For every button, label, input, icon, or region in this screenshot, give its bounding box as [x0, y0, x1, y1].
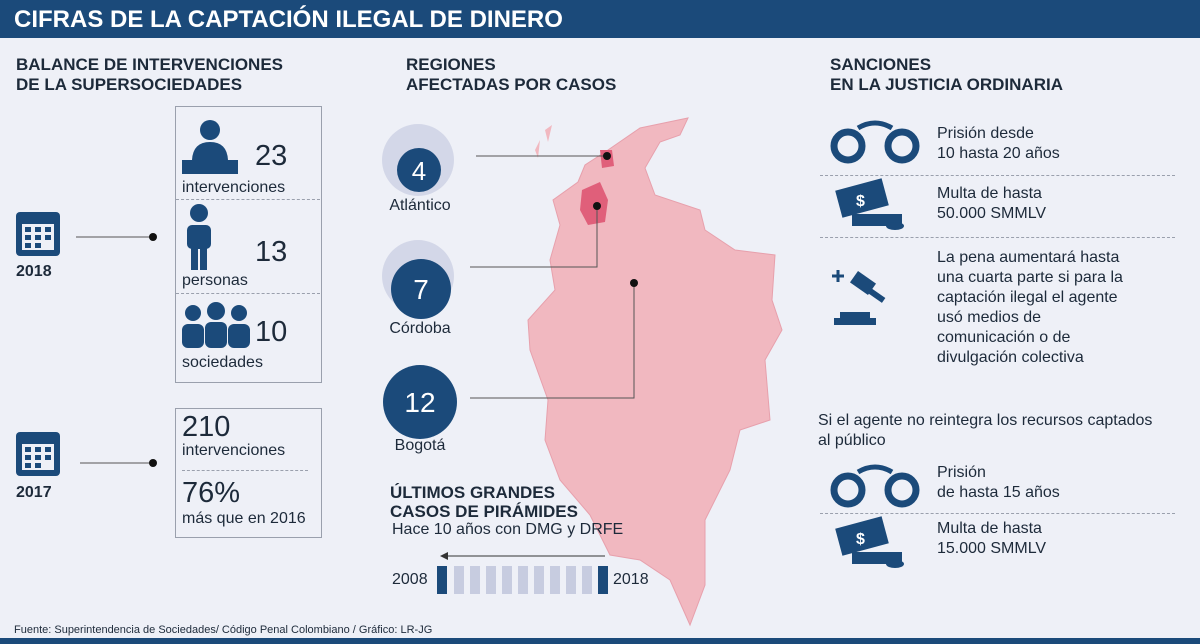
section-title: EN LA JUSTICIA ORDINARIA	[830, 75, 1063, 94]
page-title: CIFRAS DE LA CAPTACIÓN ILEGAL DE DINERO	[14, 6, 563, 33]
circle	[397, 148, 441, 192]
box-2017	[175, 408, 322, 538]
section-title: ÚLTIMOS GRANDES	[390, 483, 555, 502]
sanction-text: captación ilegal el agente	[937, 289, 1118, 306]
section-title: CASOS DE PIRÁMIDES	[390, 502, 578, 521]
subtitle: Hace 10 años con DMG y DRFE	[392, 521, 624, 538]
gavel-icon	[832, 270, 886, 325]
separator	[820, 237, 1175, 238]
map-colombia	[527, 117, 783, 627]
label: personas	[182, 272, 248, 289]
value: 23	[255, 140, 288, 172]
separator	[176, 199, 320, 200]
money-icon: $ $	[835, 178, 904, 568]
calendar-icon	[16, 212, 60, 476]
label: más que en 2016	[182, 510, 306, 527]
circle	[391, 259, 451, 319]
region-label: Atlántico	[389, 197, 451, 214]
value: 76%	[182, 477, 241, 509]
timeline-start: 2008	[392, 571, 428, 588]
sanction-text: Prisión desde	[937, 125, 1034, 142]
sanction-text: de hasta 15 años	[937, 484, 1060, 501]
sanction-text: Si el agente no reintegra los recursos c…	[818, 412, 1153, 429]
leader-lines	[76, 155, 635, 464]
label: intervenciones	[182, 179, 286, 196]
sanction-text: divulgación colectiva	[937, 349, 1084, 366]
sanction-text: Multa de hasta	[937, 520, 1042, 537]
footer: Fuente: Superintendencia de Sociedades/ …	[14, 624, 433, 636]
section-title: REGIONES	[406, 55, 496, 74]
leader-dots	[149, 152, 638, 467]
section-title: AFECTADAS POR CASOS	[406, 75, 617, 94]
circle	[383, 365, 457, 439]
handcuffs-icon	[830, 120, 920, 508]
value: 210	[182, 411, 231, 443]
svg-text:$: $	[856, 531, 865, 548]
map-islands	[535, 125, 552, 158]
label: sociedades	[182, 354, 263, 371]
sanction-text: La pena aumentará hasta	[937, 249, 1120, 266]
judge-icon	[182, 120, 238, 174]
value: 10	[255, 316, 288, 348]
sanction-text: al público	[818, 432, 886, 449]
section-title: DE LA SUPERSOCIEDADES	[16, 75, 243, 94]
label: intervenciones	[182, 442, 286, 459]
region-value: 7	[413, 274, 429, 305]
value: 13	[255, 236, 288, 268]
person-icon	[187, 204, 211, 270]
sanction-text: usó medios de	[937, 309, 1042, 326]
year: 2017	[16, 484, 52, 501]
sanction-text: 10 hasta 20 años	[937, 145, 1060, 162]
year: 2018	[16, 263, 52, 280]
timeline	[437, 552, 608, 594]
header-bar	[0, 0, 1200, 38]
region-label: Bogotá	[394, 437, 446, 454]
svg-text:$: $	[856, 193, 865, 210]
section-title: SANCIONES	[830, 55, 932, 74]
region-value: 4	[411, 156, 427, 186]
region-label: Córdoba	[389, 320, 451, 337]
region-value: 12	[404, 387, 436, 418]
separator	[182, 470, 308, 471]
group-icon	[182, 302, 250, 348]
sanction-text: Multa de hasta	[937, 185, 1042, 202]
sanction-text: 15.000 SMMLV	[937, 540, 1047, 557]
timeline-end: 2018	[613, 571, 649, 588]
sanction-text: una cuarta parte si para la	[937, 269, 1123, 286]
separator	[820, 513, 1175, 514]
sanction-text: comunicación o de	[937, 329, 1071, 346]
section-title: BALANCE DE INTERVENCIONES	[16, 55, 283, 74]
separator	[176, 293, 320, 294]
sanction-text: 50.000 SMMLV	[937, 205, 1047, 222]
footer-bar	[0, 638, 1200, 644]
sanction-text: Prisión	[937, 464, 986, 481]
separator	[820, 175, 1175, 176]
